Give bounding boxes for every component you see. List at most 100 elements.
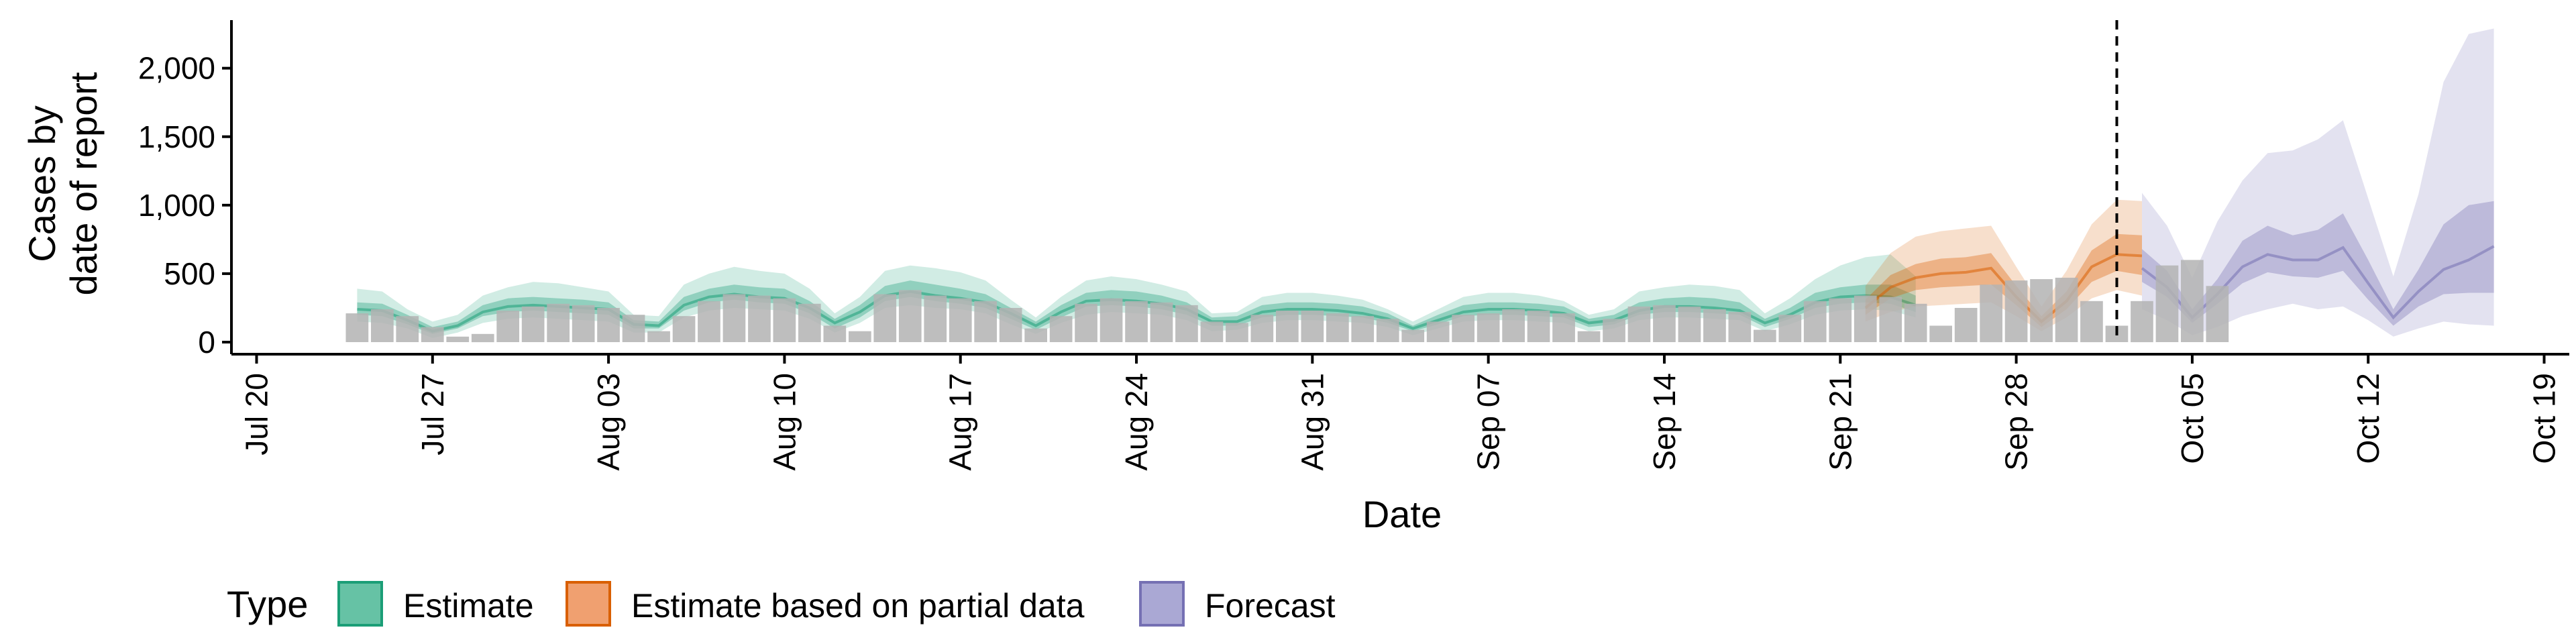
x-tick-label: Jul 27 — [415, 373, 450, 455]
bar — [647, 331, 670, 342]
legend-label: Estimate — [403, 587, 534, 625]
ribbon-90-estimate — [357, 254, 1916, 338]
x-tick-label: Sep 14 — [1647, 373, 1682, 471]
y-tick-label: 2,000 — [138, 51, 215, 86]
bar — [1954, 308, 1978, 342]
legend-swatch — [1139, 581, 1185, 627]
bar — [371, 309, 394, 342]
bar — [1099, 298, 1123, 342]
x-tick-label: Oct 19 — [2527, 373, 2562, 464]
bar — [1577, 331, 1601, 342]
y-ticks: 0 500 1,000 1,500 2,000 — [138, 51, 231, 360]
ribbon-50-estimate — [357, 280, 1916, 334]
bar — [873, 294, 897, 342]
bar — [798, 303, 821, 342]
legend-label: Estimate based on partial data — [631, 587, 1085, 625]
bar — [1226, 323, 1248, 342]
bar — [1426, 321, 1450, 342]
bar — [1754, 329, 1776, 342]
bar — [622, 315, 645, 342]
y-tick-label: 1,000 — [138, 188, 215, 223]
x-tick-label: Aug 17 — [943, 373, 978, 471]
y-axis-label-line: Cases by — [21, 105, 63, 262]
bar — [496, 311, 519, 342]
bar — [471, 333, 494, 343]
bar — [1703, 309, 1726, 342]
legend-entry: Estimate — [337, 581, 534, 627]
bar — [672, 316, 696, 342]
bar — [1854, 295, 1877, 342]
ribbon-90-forecast — [2142, 28, 2494, 337]
bar — [1803, 301, 1827, 343]
bar — [521, 306, 545, 342]
bar — [1502, 309, 1525, 342]
bar — [898, 290, 922, 342]
bar — [2055, 278, 2078, 342]
bar — [1049, 316, 1073, 342]
bar — [999, 308, 1022, 342]
axes-layer — [230, 20, 2569, 356]
bar — [2080, 301, 2103, 343]
bar — [1527, 311, 1550, 342]
bar — [1829, 298, 1852, 342]
bar — [2004, 280, 2028, 342]
x-axis-label: Date — [1362, 493, 1442, 535]
bar — [1603, 319, 1625, 342]
x-tick-label: Sep 28 — [1999, 373, 2034, 471]
x-tick-label: Aug 03 — [591, 373, 626, 471]
bar — [1980, 284, 2002, 343]
bar — [597, 308, 620, 342]
bar — [1477, 313, 1500, 342]
legend-entry: Estimate based on partial data — [566, 581, 1085, 627]
bar — [1125, 301, 1148, 343]
legend-swatch — [566, 581, 611, 627]
bar — [572, 305, 595, 342]
bar — [446, 336, 470, 342]
bar — [547, 303, 570, 342]
bar — [1200, 321, 1224, 342]
bar — [1879, 297, 1902, 342]
x-tick-label: Jul 20 — [239, 373, 274, 455]
legend-title: Type — [227, 583, 308, 625]
bar — [1452, 315, 1474, 342]
bar — [2181, 260, 2204, 342]
bar — [1653, 305, 1676, 342]
bar — [2030, 279, 2053, 342]
bar — [1904, 303, 1927, 342]
legend-label: Forecast — [1205, 587, 1336, 625]
bar — [773, 298, 796, 342]
bar — [949, 298, 972, 342]
bar — [396, 316, 419, 342]
bar — [1778, 315, 1802, 342]
bar — [1150, 302, 1173, 342]
bar — [1627, 306, 1651, 342]
x-tick-label: Oct 12 — [2351, 373, 2385, 464]
bar — [1376, 319, 1399, 342]
bar — [1929, 325, 1952, 342]
bar — [1301, 311, 1324, 342]
bar — [924, 295, 947, 342]
x-tick-label: Sep 07 — [1471, 373, 1506, 471]
bar — [2131, 301, 2153, 343]
bar — [1326, 313, 1349, 342]
bar — [2206, 286, 2229, 342]
median-line-partial — [1864, 253, 2143, 324]
bar — [1024, 328, 1047, 342]
legend-swatch — [337, 581, 383, 627]
bar — [698, 301, 720, 343]
y-tick-label: 0 — [198, 325, 215, 360]
x-ticks: Jul 20 Jul 27 Aug 03 Aug 10 Aug 17 Aug 24 Aug … — [239, 354, 2562, 471]
bar — [1728, 312, 1752, 342]
x-tick-label: Sep 21 — [1823, 373, 1858, 471]
bar — [1351, 316, 1375, 342]
bars-layer — [345, 260, 2229, 343]
bar — [1678, 306, 1701, 342]
bar — [1250, 315, 1274, 342]
ribbons-layer — [357, 28, 2495, 338]
x-tick-label: Aug 24 — [1119, 373, 1154, 471]
bar — [2155, 265, 2179, 342]
x-tick-label: Aug 31 — [1295, 373, 1330, 471]
bar — [823, 325, 847, 342]
ribbon-50-forecast — [2142, 201, 2494, 326]
